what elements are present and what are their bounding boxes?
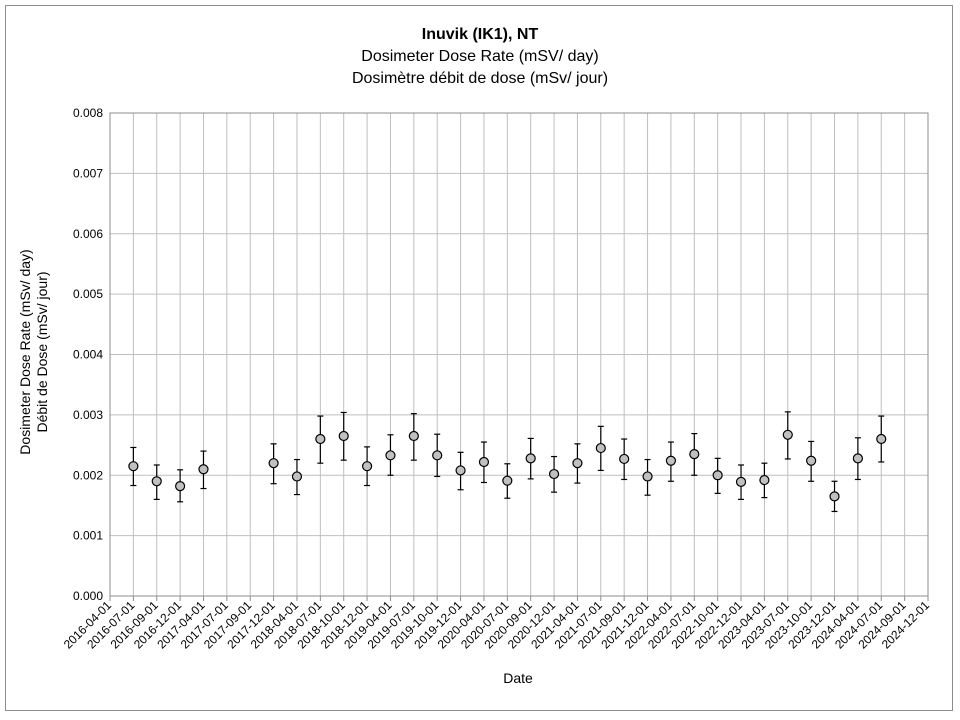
data-point: [735, 464, 747, 500]
data-marker: [876, 433, 887, 445]
chart-title: Inuvik (IK1), NT: [421, 26, 539, 43]
data-marker: [315, 433, 326, 445]
data-point: [806, 440, 817, 482]
y-tick-label: 0.003: [73, 408, 103, 422]
data-marker: [525, 453, 536, 464]
data-point: [291, 458, 303, 496]
data-marker: [595, 442, 606, 454]
data-point: [852, 437, 863, 481]
y-tick-labels: 0.000 0.001 0.002 0.003 0.004 0.005 0.006 0.007…: [73, 106, 103, 603]
data-point: [829, 480, 840, 513]
data-point: [175, 469, 186, 503]
y-axis-title: Dosimeter Dose Rate (mSv/ day) Débit de …: [17, 249, 50, 454]
y-tick-label: 0.005: [73, 287, 103, 301]
data-marker: [852, 453, 863, 464]
data-point: [548, 455, 560, 493]
data-marker: [735, 476, 747, 487]
data-points: [128, 411, 887, 513]
y-tick-label: 0.002: [73, 468, 103, 482]
data-point: [619, 438, 630, 481]
x-tick-labels: 2016-04-012016-07-012016-09-012016-12-01…: [61, 598, 933, 652]
y-tick-label: 0.007: [73, 166, 103, 180]
y-tick-label: 0.004: [73, 348, 103, 362]
data-point: [595, 425, 606, 472]
title-block: Inuvik (IK1), NT Dosimeter Dose Rate (mS…: [0, 24, 960, 90]
data-point: [665, 441, 677, 482]
data-point: [642, 458, 653, 496]
data-marker: [268, 458, 279, 469]
y-axis-title-fr: Débit de Dose (mSv/ jour): [34, 271, 50, 432]
data-marker: [642, 471, 653, 482]
data-point: [572, 443, 583, 484]
data-point: [782, 411, 793, 460]
data-marker: [128, 461, 139, 472]
data-point: [876, 415, 887, 463]
chart-subtitle-fr: Dosimètre débit de dose (mSv/ jour): [351, 70, 609, 87]
y-tick-label: 0.008: [73, 106, 103, 120]
grid-lines: [109, 112, 929, 601]
data-point: [338, 411, 349, 461]
data-marker: [806, 455, 817, 466]
data-point: [432, 433, 443, 478]
data-point: [455, 451, 466, 491]
data-marker: [548, 468, 560, 480]
data-marker: [572, 458, 583, 469]
data-point: [315, 415, 326, 464]
data-point: [361, 446, 373, 487]
data-point: [712, 457, 723, 494]
y-tick-label: 0.001: [73, 529, 103, 543]
data-point: [525, 437, 536, 480]
data-marker: [361, 461, 373, 472]
data-point: [689, 432, 700, 476]
data-point: [385, 434, 396, 476]
data-marker: [689, 449, 700, 460]
data-point: [198, 450, 209, 490]
x-axis-title: Date: [503, 670, 533, 686]
data-marker: [432, 450, 443, 461]
data-marker: [759, 474, 770, 486]
data-marker: [665, 455, 677, 466]
plot-area-border: [109, 112, 929, 597]
data-marker: [175, 481, 186, 492]
data-point: [759, 462, 770, 499]
data-marker: [829, 491, 840, 502]
data-marker: [502, 475, 513, 486]
data-marker: [291, 471, 303, 482]
data-point: [151, 464, 162, 500]
data-point: [478, 441, 490, 484]
y-tick-label: 0.000: [73, 589, 103, 603]
data-point: [268, 443, 279, 485]
chart-frame: [5, 5, 953, 711]
data-marker: [455, 465, 466, 476]
data-marker: [408, 430, 419, 442]
chart-subtitle-en: Dosimeter Dose Rate (mSV/ day): [361, 48, 599, 65]
y-tick-label: 0.006: [73, 227, 103, 241]
data-marker: [385, 450, 396, 461]
data-point: [502, 463, 513, 499]
data-marker: [198, 464, 209, 475]
data-marker: [151, 476, 162, 487]
y-axis-title-en: Dosimeter Dose Rate (mSv/ day): [17, 249, 33, 454]
data-point: [128, 446, 139, 487]
data-marker: [338, 430, 349, 442]
data-point: [408, 413, 419, 461]
data-marker: [782, 429, 793, 440]
data-marker: [478, 456, 490, 468]
data-marker: [619, 453, 630, 465]
data-marker: [712, 470, 723, 481]
